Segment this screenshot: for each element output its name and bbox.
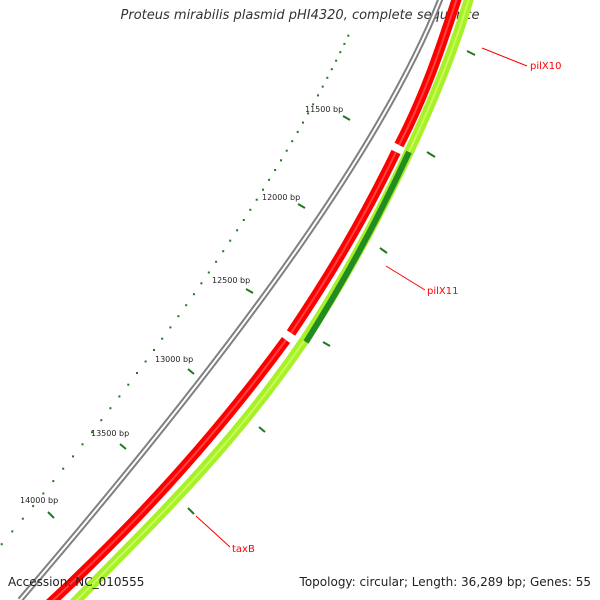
minor-tick-dot [11, 530, 14, 533]
minor-tick-dot [242, 219, 245, 221]
inner-tick [187, 507, 195, 515]
accession-label: Accession: NC_010555 [8, 575, 145, 589]
minor-tick-dot [32, 505, 35, 508]
minor-tick-dot [185, 304, 188, 307]
inner-tick [379, 247, 388, 254]
minor-tick-dot [296, 130, 299, 133]
minor-tick-dot [343, 42, 346, 45]
backbone-outer [17, 0, 444, 600]
major-tick-14000 [47, 511, 55, 519]
minor-tick-dot [236, 229, 239, 232]
minor-tick-dot [326, 76, 329, 79]
tick-marks [0, 34, 350, 546]
minor-tick-dot [192, 293, 195, 296]
gene-arc-green-track [69, 0, 474, 600]
major-tick-12500 [245, 288, 254, 294]
minor-tick-dot [91, 431, 93, 434]
minor-tick-dot [100, 419, 103, 422]
minor-tick-dot [274, 169, 277, 171]
topology-summary: Topology: circular; Length: 36,289 bp; G… [299, 575, 591, 589]
minor-tick-dot [262, 188, 264, 191]
minor-tick-dot [144, 360, 147, 363]
minor-tick-dot [200, 282, 203, 285]
major-tick-13000 [187, 368, 195, 375]
minor-tick-dot [21, 517, 24, 520]
minor-tick-dot [81, 443, 84, 446]
minor-tick-dot [330, 68, 333, 71]
minor-tick-dot [302, 121, 304, 124]
major-ticks [47, 115, 351, 519]
gene-label-pilX10: pilX10 [530, 61, 561, 72]
callout-line-taxB [195, 515, 231, 548]
page-title: Proteus mirabilis plasmid pHI4320, compl… [120, 8, 480, 23]
minor-tick-dot [280, 159, 282, 162]
gene-arc-taxB-red [46, 337, 291, 600]
minor-tick-dot [72, 455, 74, 458]
minor-tick-dot [0, 543, 3, 546]
gene-arc-pilX10-highlight [398, 0, 458, 146]
callout-line-pilX10 [481, 47, 528, 67]
minor-tick-dot [317, 94, 319, 97]
major-tick-11500 [342, 115, 351, 121]
tick-label-11500: 11500 bp [305, 105, 343, 114]
gene-arc-taxB-red-highlight [51, 339, 287, 600]
minor-tick-dot [169, 326, 172, 329]
minor-tick-dot [177, 315, 180, 318]
minor-tick-dot [291, 140, 294, 143]
minor-tick-dot [127, 383, 130, 386]
minor-tick-dot [109, 407, 112, 410]
gene-arc-pilX11-overlap [303, 150, 412, 344]
inner-ticks [187, 50, 476, 515]
inner-tick [322, 341, 331, 347]
minor-tick-dot [312, 103, 315, 106]
minor-tick-dot [42, 492, 45, 495]
tick-label-12500: 12500 bp [212, 276, 250, 285]
tick-label-13000: 13000 bp [155, 355, 193, 364]
minor-tick-dot [347, 34, 350, 37]
tick-label-12000: 12000 bp [262, 193, 300, 202]
minor-tick-dot [268, 178, 271, 181]
minor-tick-dot [307, 112, 310, 115]
gene-arc-pilX11-red-highlight [290, 151, 397, 334]
gene-label-pilX11: pilX11 [427, 286, 458, 297]
minor-tick-dot [229, 239, 232, 242]
minor-tick-dot [161, 337, 164, 340]
minor-tick-dot [222, 250, 225, 253]
tick-label-14000: 14000 bp [20, 496, 58, 505]
major-tick-12000 [297, 203, 306, 209]
minor-tick-dot [62, 467, 65, 470]
gene-label-taxB: taxB [232, 544, 255, 555]
minor-tick-dot [118, 395, 121, 398]
minor-tick-dot [215, 260, 218, 263]
inner-tick [258, 426, 266, 433]
minor-tick-dot [249, 208, 252, 211]
minor-tick-dot [285, 149, 288, 152]
inner-tick [426, 151, 436, 158]
minor-tick-dot [321, 85, 324, 88]
tick-label-13500: 13500 bp [91, 429, 129, 438]
minor-tick-dot [136, 372, 138, 374]
minor-tick-dot [52, 480, 55, 483]
gene-arc-green-track-highlight [75, 0, 470, 600]
inner-tick [466, 50, 476, 56]
callout-line-pilX11 [385, 265, 426, 291]
minor-tick-dot [153, 349, 155, 351]
minor-tick-dot [335, 59, 338, 62]
minor-tick-dot [255, 198, 258, 201]
major-tick-13500 [119, 443, 127, 450]
minor-tick-dot [207, 271, 210, 274]
minor-tick-dot [339, 51, 342, 54]
backbone-inner [19, 0, 442, 600]
